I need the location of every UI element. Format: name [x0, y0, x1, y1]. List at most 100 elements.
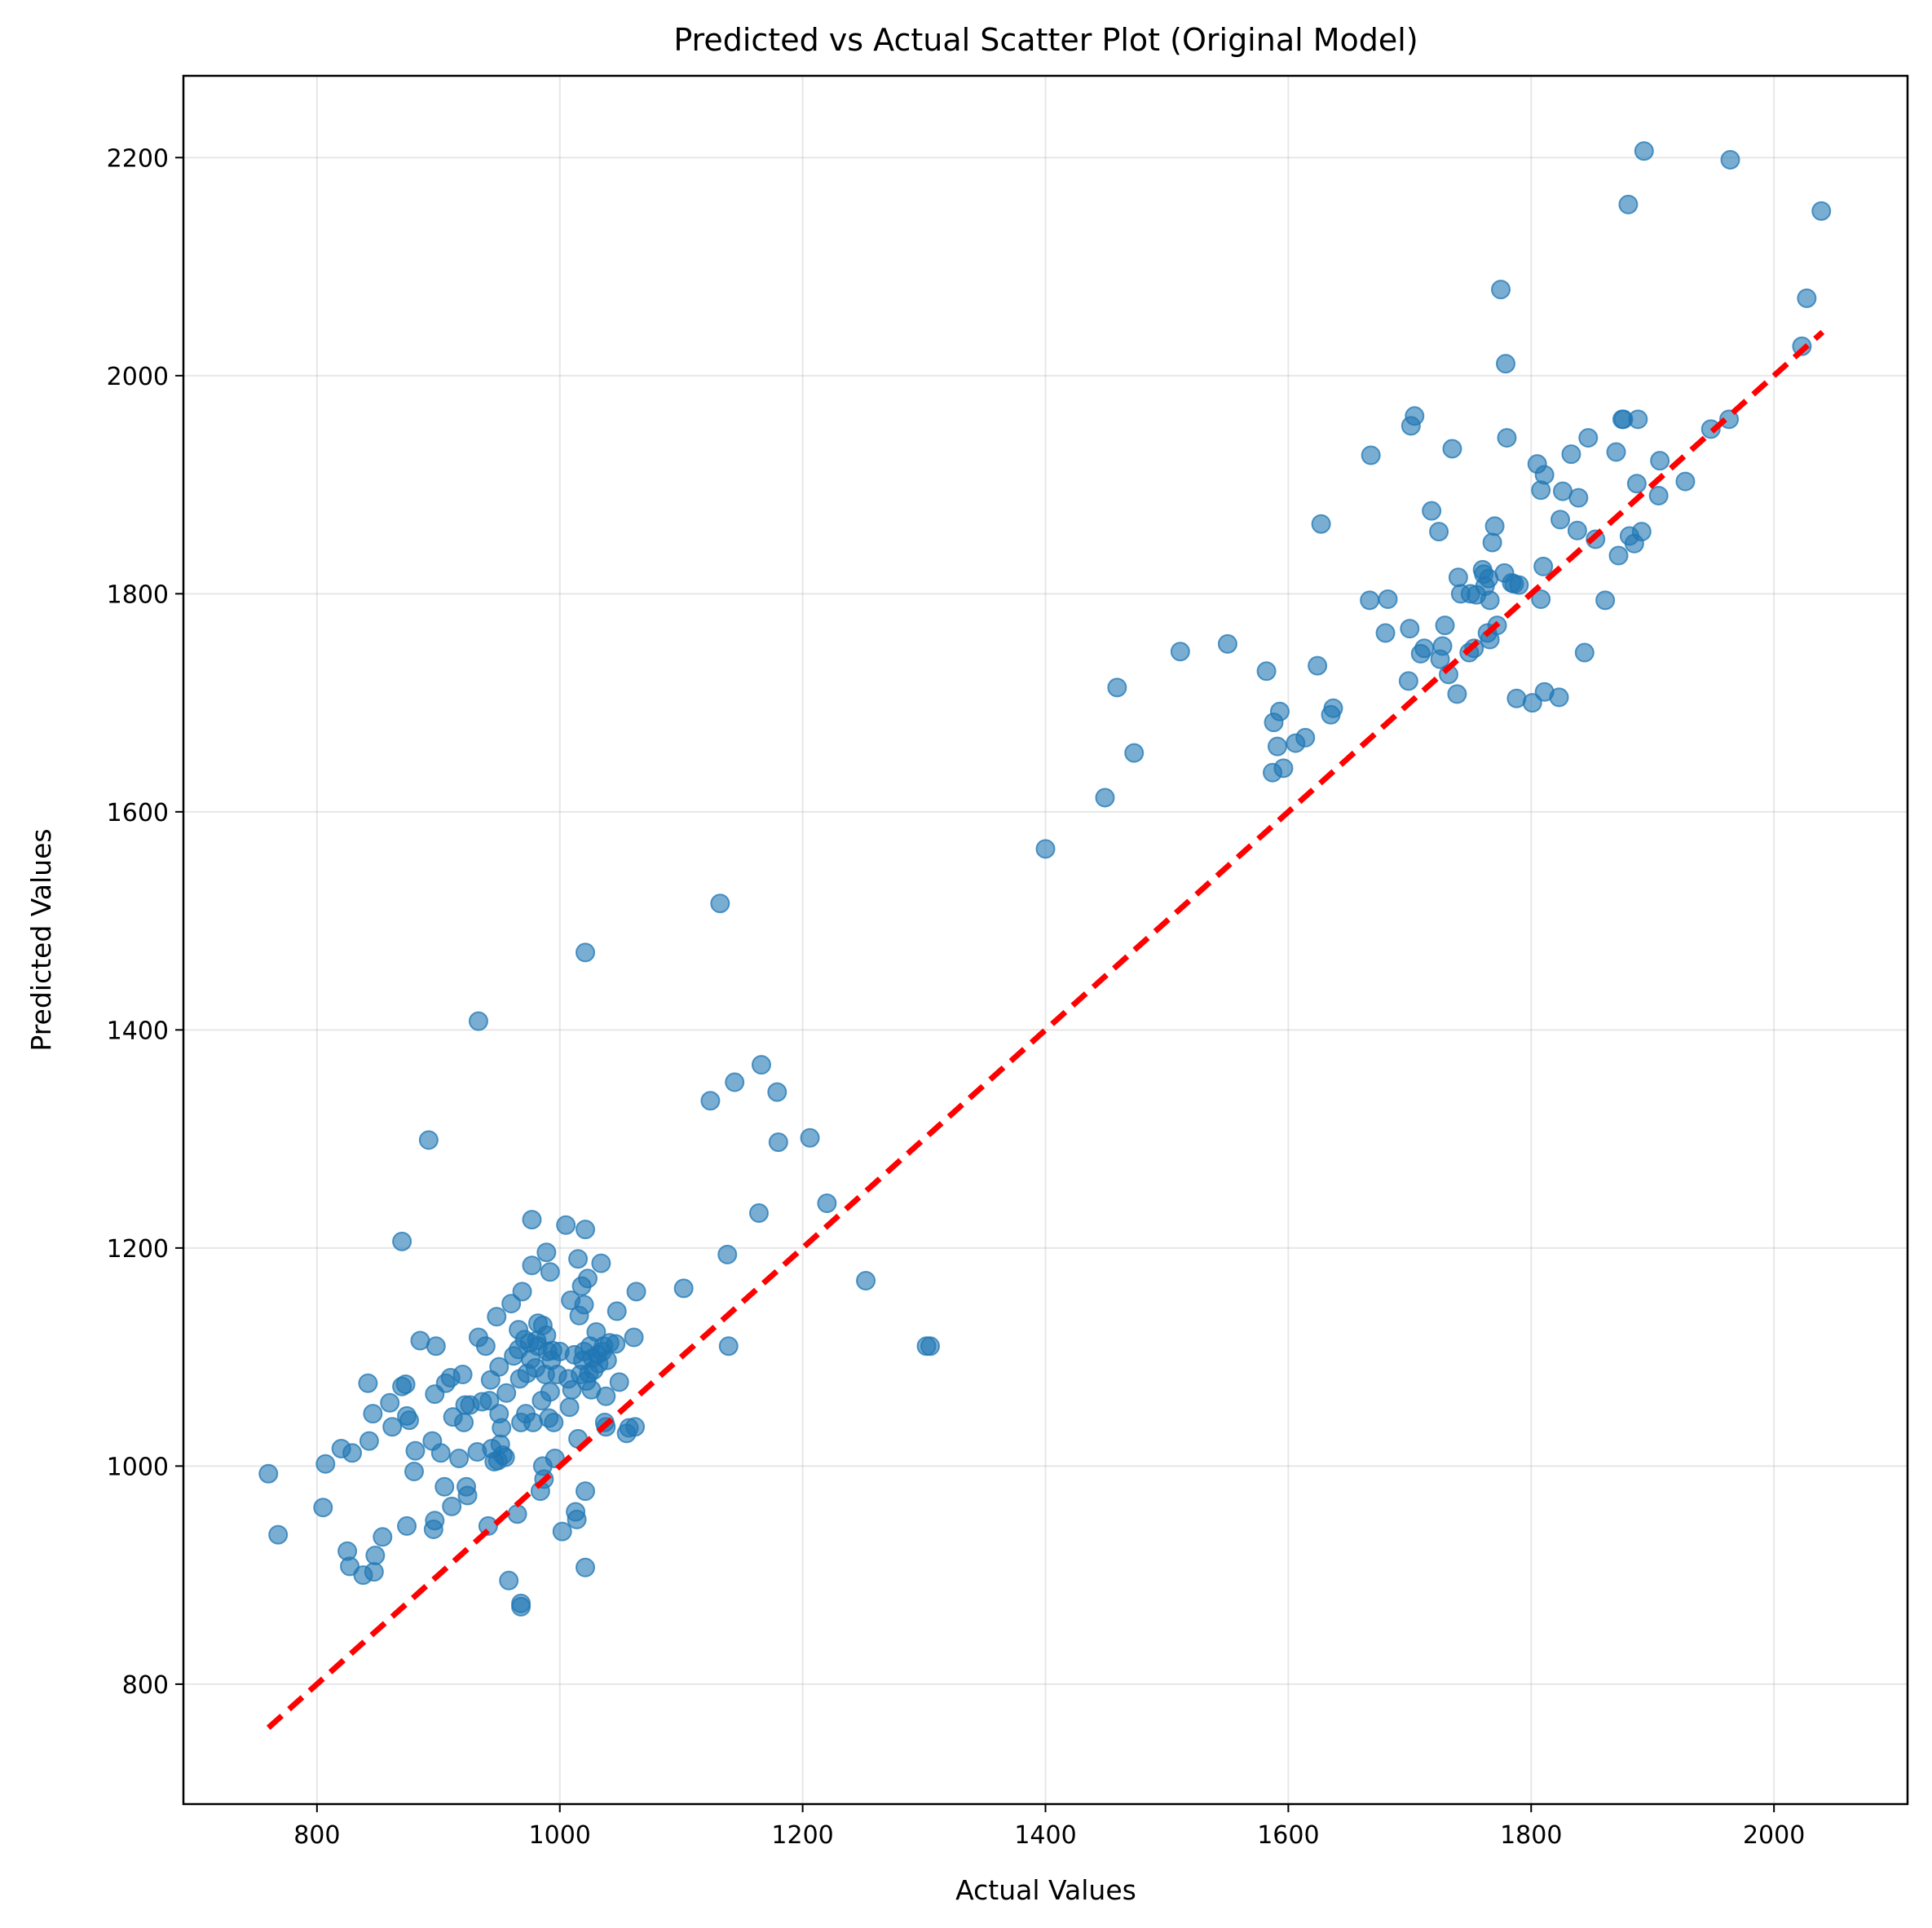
data-point	[626, 1282, 646, 1302]
data-point	[1217, 633, 1237, 654]
data-point	[1567, 520, 1587, 540]
x-tick-label: 2000	[1743, 1821, 1805, 1850]
data-point	[425, 1511, 445, 1531]
data-point	[540, 1262, 560, 1282]
data-point	[434, 1476, 455, 1497]
data-point	[430, 1443, 451, 1463]
data-point	[1405, 406, 1425, 426]
data-point	[673, 1278, 694, 1299]
data-point	[597, 1350, 617, 1370]
data-point	[258, 1463, 279, 1484]
x-tick-label: 800	[293, 1821, 340, 1850]
data-point	[607, 1301, 627, 1321]
reference-line	[266, 329, 1825, 1730]
data-point	[489, 1357, 509, 1377]
x-tick-label: 1600	[1257, 1821, 1319, 1850]
data-point	[710, 893, 730, 914]
data-point	[475, 1336, 496, 1357]
data-point	[452, 1365, 473, 1385]
x-axis-label: Actual Values	[955, 1874, 1136, 1906]
x-tick-label: 1200	[771, 1821, 833, 1850]
data-point	[1531, 589, 1551, 610]
data-point	[718, 1336, 739, 1357]
data-point	[449, 1449, 470, 1468]
data-point	[624, 1327, 644, 1348]
data-point	[395, 1374, 416, 1395]
data-point	[606, 1334, 626, 1354]
data-point	[487, 1307, 507, 1327]
data-point	[567, 1509, 587, 1529]
data-point	[1595, 590, 1616, 611]
data-point	[1811, 201, 1832, 221]
y-axis-label: Predicted Values	[25, 828, 57, 1051]
data-point	[1256, 661, 1277, 682]
data-point	[800, 1127, 820, 1148]
data-point	[404, 1462, 424, 1482]
data-point	[1650, 451, 1670, 471]
data-point	[552, 1521, 572, 1542]
data-point	[1648, 485, 1669, 505]
data-point	[817, 1193, 837, 1214]
data-point	[751, 1055, 771, 1075]
data-point	[1295, 727, 1316, 748]
data-point	[1124, 743, 1145, 763]
data-point	[1447, 684, 1467, 704]
data-point	[1578, 428, 1599, 448]
data-point	[268, 1524, 289, 1545]
data-point	[442, 1496, 462, 1516]
data-point	[717, 1244, 738, 1264]
data-point	[1308, 655, 1328, 676]
y-tick-label: 1600	[107, 799, 169, 827]
data-point	[1480, 590, 1500, 611]
data-point	[1522, 693, 1542, 713]
data-point	[382, 1417, 403, 1437]
data-point	[1561, 444, 1581, 465]
y-tick-label: 1800	[107, 580, 169, 609]
data-point	[499, 1570, 519, 1590]
y-tick-label: 2000	[107, 363, 169, 391]
data-point	[544, 1412, 564, 1432]
data-point	[1534, 465, 1555, 485]
chart-title: Predicted vs Actual Scatter Plot (Origin…	[673, 22, 1418, 58]
data-point	[591, 1253, 611, 1273]
data-point	[1634, 141, 1654, 161]
data-point	[1675, 471, 1696, 492]
data-point	[1400, 619, 1420, 639]
grid-lines	[183, 76, 1908, 1804]
y-tick-label: 1000	[107, 1453, 169, 1481]
data-point	[568, 1249, 589, 1269]
data-point	[342, 1443, 363, 1463]
data-point	[1398, 671, 1418, 691]
data-point	[856, 1270, 876, 1290]
data-point	[1448, 567, 1468, 588]
data-point	[576, 1557, 596, 1577]
data-point	[522, 1255, 542, 1276]
x-axis-ticks: 800 1000 1200 1400 1600 1800 2000	[293, 1804, 1805, 1850]
data-point	[577, 1268, 598, 1289]
data-point	[1626, 474, 1647, 494]
data-point	[512, 1282, 532, 1302]
data-point	[1797, 288, 1817, 308]
data-point	[596, 1386, 616, 1406]
data-point	[511, 1596, 532, 1617]
data-point	[1435, 615, 1455, 636]
y-tick-label: 800	[122, 1671, 169, 1700]
data-point	[748, 1203, 769, 1224]
data-point	[397, 1515, 417, 1536]
data-point	[501, 1294, 522, 1314]
data-point	[1442, 439, 1462, 459]
data-point	[492, 1418, 512, 1438]
data-point	[1361, 445, 1381, 465]
data-point	[1429, 522, 1449, 542]
data-point	[380, 1392, 400, 1413]
data-point	[454, 1412, 474, 1432]
data-point	[1267, 736, 1287, 757]
data-point	[1491, 280, 1511, 300]
data-point	[1574, 642, 1595, 663]
data-point	[562, 1379, 582, 1400]
data-point	[507, 1504, 527, 1524]
data-point	[313, 1498, 333, 1518]
data-point	[1792, 336, 1812, 356]
plot-frame	[182, 74, 1909, 1806]
data-point	[1273, 758, 1294, 779]
